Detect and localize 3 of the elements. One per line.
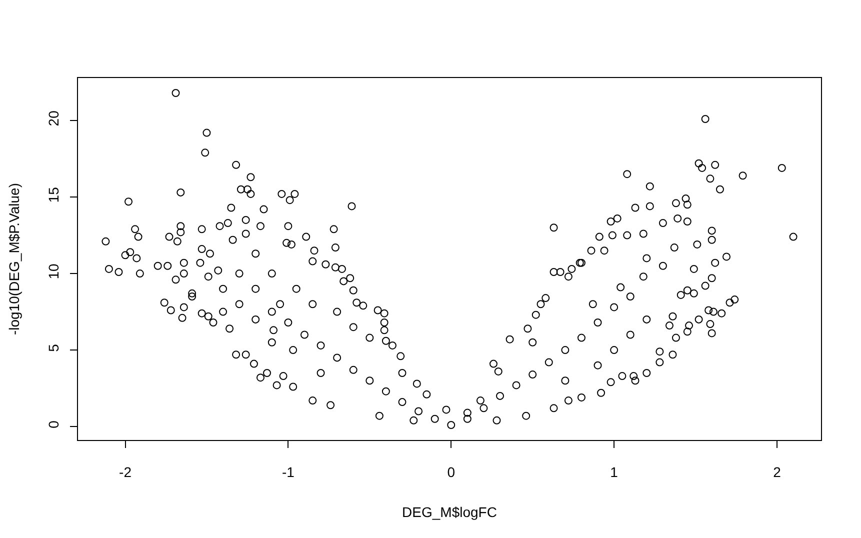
y-tick-label: 20 <box>45 110 62 126</box>
x-tick-label: 2 <box>773 464 782 480</box>
x-tick-label: 1 <box>610 464 618 480</box>
